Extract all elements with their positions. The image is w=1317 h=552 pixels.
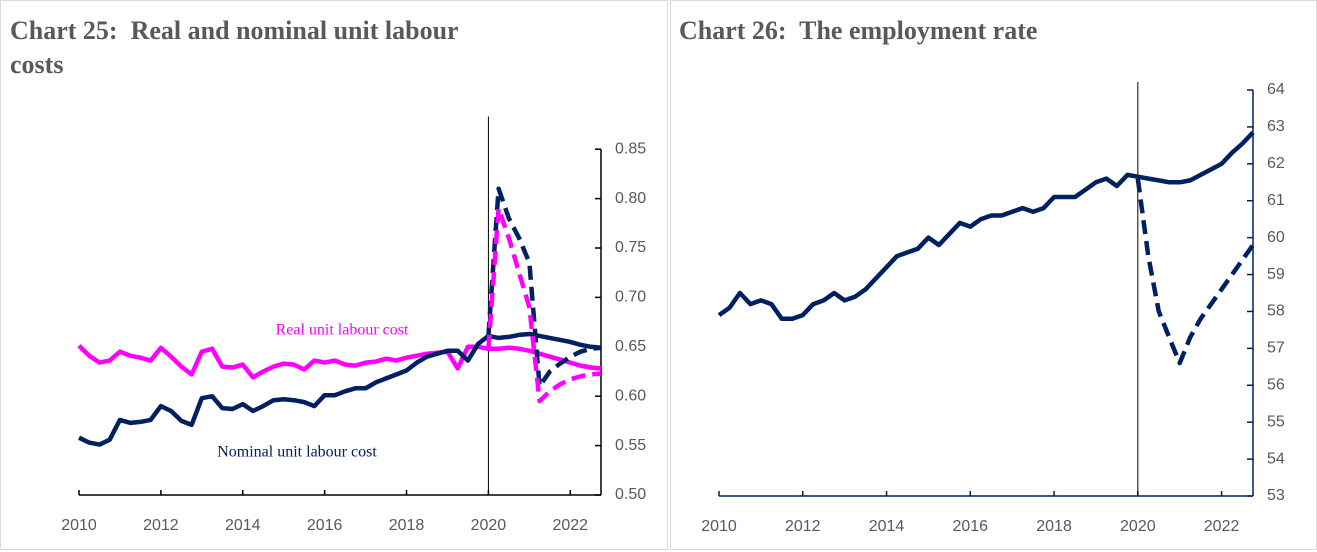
y-tick-label: 0.80 xyxy=(615,190,646,207)
series-line xyxy=(1135,178,1255,366)
x-tick-label: 2016 xyxy=(307,517,343,534)
x-tick-label: 2018 xyxy=(389,517,425,534)
x-tick-label: 2014 xyxy=(869,518,905,535)
series-line xyxy=(486,186,602,389)
x-tick-label: 2022 xyxy=(552,517,588,534)
y-tick-label: 56 xyxy=(1267,376,1285,393)
y-tick-label: 62 xyxy=(1267,155,1285,172)
x-tick-label: 2022 xyxy=(1204,518,1240,535)
y-tick-label: 0.65 xyxy=(615,338,646,355)
series-line xyxy=(486,206,602,404)
x-tick-label: 2012 xyxy=(785,518,821,535)
x-tick-label: 2014 xyxy=(225,517,261,534)
series-label: Nominal unit labour cost xyxy=(217,444,377,461)
series-line xyxy=(77,344,602,380)
x-tick-label: 2010 xyxy=(701,518,737,535)
chart-title: Chart 25: Real and nominal unit labour c… xyxy=(10,16,465,79)
x-tick-label: 2010 xyxy=(61,517,97,534)
series-line xyxy=(78,331,602,447)
y-tick-label: 57 xyxy=(1267,340,1285,357)
chart-title: Chart 26: The employment rate xyxy=(679,16,1038,45)
y-tick-label: 0.60 xyxy=(615,387,646,404)
y-tick-label: 63 xyxy=(1267,118,1285,135)
y-tick-label: 61 xyxy=(1267,192,1285,209)
y-tick-label: 55 xyxy=(1267,413,1285,430)
x-tick-label: 2020 xyxy=(471,517,507,534)
y-tick-label: 0.50 xyxy=(615,486,646,503)
y-tick-label: 0.85 xyxy=(615,140,646,157)
x-tick-label: 2020 xyxy=(1120,518,1156,535)
y-tick-label: 59 xyxy=(1267,266,1285,283)
y-tick-label: 64 xyxy=(1267,81,1285,98)
y-tick-label: 0.70 xyxy=(615,289,646,306)
y-tick-label: 60 xyxy=(1267,229,1285,246)
y-tick-label: 58 xyxy=(1267,303,1285,320)
x-tick-label: 2016 xyxy=(952,518,988,535)
panel xyxy=(0,0,668,550)
y-tick-label: 0.55 xyxy=(615,437,646,454)
y-tick-label: 53 xyxy=(1267,487,1285,504)
x-tick-label: 2012 xyxy=(143,517,179,534)
series-line xyxy=(717,130,1255,322)
x-tick-label: 2018 xyxy=(1036,518,1072,535)
y-tick-label: 0.75 xyxy=(615,239,646,256)
y-tick-label: 54 xyxy=(1267,450,1285,467)
series-label: Real unit labour cost xyxy=(276,322,409,339)
